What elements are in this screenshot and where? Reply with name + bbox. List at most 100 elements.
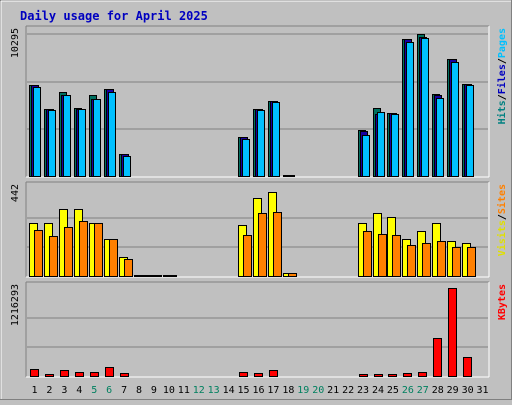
x-tick-label-day-26: 26 <box>402 385 414 396</box>
bar-kbytes-kbytes-day-27 <box>418 372 427 377</box>
bar-kbytes-kbytes-day-1 <box>30 369 39 377</box>
x-tick-label-day-20: 20 <box>312 385 324 396</box>
x-tick-label-day-7: 7 <box>121 385 127 396</box>
bar-hits-pages-day-18 <box>287 175 295 177</box>
bar-kbytes-kbytes-day-17 <box>269 370 278 377</box>
x-tick-label-day-12: 12 <box>193 385 205 396</box>
chart-panels: 10295Hits/Files/Pages442Visits/Sites1216… <box>10 25 508 378</box>
bar-kbytes-kbytes-day-29 <box>448 288 457 377</box>
x-tick-label-day-31: 31 <box>477 385 489 396</box>
bar-visits-sites-day-17 <box>273 212 282 277</box>
bar-hits-pages-day-30 <box>466 85 474 177</box>
bar-visits-sites-day-2 <box>49 236 58 277</box>
bar-hits-pages-day-3 <box>63 95 71 177</box>
bar-visits-sites-day-1 <box>34 230 43 277</box>
bar-visits-sites-day-9 <box>153 275 162 277</box>
x-tick-label-day-27: 27 <box>417 385 429 396</box>
bar-hits-pages-day-23 <box>362 135 370 177</box>
bar-kbytes-kbytes-day-3 <box>60 370 69 377</box>
x-tick-label-day-11: 11 <box>178 385 190 396</box>
bar-visits-sites-day-30 <box>467 247 476 277</box>
x-tick-label-day-3: 3 <box>61 385 67 396</box>
legend-entry: Pages <box>497 28 508 58</box>
bar-hits-pages-day-24 <box>377 112 385 177</box>
chart-title: Daily usage for April 2025 <box>20 9 208 23</box>
bar-visits-sites-day-15 <box>243 235 252 277</box>
x-tick-label-day-8: 8 <box>136 385 142 396</box>
panel-kbytes-ymax-label: 1216293 <box>10 284 21 326</box>
x-tick-label-day-19: 19 <box>297 385 309 396</box>
bar-visits-sites-day-16 <box>258 213 267 277</box>
x-tick-label-day-14: 14 <box>223 385 235 396</box>
bar-visits-sites-day-5 <box>94 223 103 277</box>
x-tick-label-day-21: 21 <box>327 385 339 396</box>
panel-hits-legend: Hits/Files/Pages <box>496 28 508 124</box>
x-tick-label-day-17: 17 <box>267 385 279 396</box>
legend-entry: / <box>497 214 508 220</box>
bar-visits-sites-day-7 <box>124 259 133 277</box>
x-tick-label-day-13: 13 <box>208 385 220 396</box>
bar-hits-pages-day-29 <box>451 62 459 177</box>
x-tick-label-day-24: 24 <box>372 385 384 396</box>
bar-hits-pages-day-2 <box>48 110 56 177</box>
bar-visits-sites-day-29 <box>452 247 461 277</box>
x-tick-label-day-28: 28 <box>432 385 444 396</box>
x-tick-label-day-25: 25 <box>387 385 399 396</box>
x-tick-label-day-1: 1 <box>31 385 37 396</box>
bar-kbytes-kbytes-day-28 <box>433 338 442 377</box>
bar-kbytes-kbytes-day-2 <box>45 374 54 377</box>
bar-visits-sites-day-4 <box>79 221 88 277</box>
legend-entry: / <box>497 58 508 64</box>
legend-entry: Sites <box>496 184 508 214</box>
bar-hits-pages-day-6 <box>108 92 116 177</box>
x-tick-label-day-15: 15 <box>238 385 250 396</box>
bar-kbytes-kbytes-day-6 <box>105 367 114 377</box>
bar-kbytes-kbytes-day-4 <box>75 372 84 377</box>
panel-hits-ymax-label: 10295 <box>10 28 21 58</box>
x-tick-label-day-2: 2 <box>46 385 52 396</box>
bar-kbytes-kbytes-day-5 <box>90 372 99 377</box>
bar-hits-pages-day-15 <box>242 139 250 177</box>
bar-kbytes-kbytes-day-25 <box>388 374 397 377</box>
bar-visits-sites-day-6 <box>109 239 118 277</box>
bar-visits-sites-day-23 <box>363 231 372 277</box>
panel-visits: 442 Visits/Sites <box>10 181 508 278</box>
bar-visits-sites-day-8 <box>139 275 148 277</box>
panel-kbytes: 1216293 KBytes <box>10 281 508 378</box>
x-tick-label-day-5: 5 <box>91 385 97 396</box>
bar-hits-pages-day-1 <box>33 87 41 177</box>
bar-kbytes-kbytes-day-30 <box>463 357 472 377</box>
bar-kbytes-kbytes-day-26 <box>403 373 412 377</box>
bar-kbytes-kbytes-day-24 <box>374 374 383 377</box>
x-tick-label-day-23: 23 <box>357 385 369 396</box>
bar-kbytes-kbytes-day-16 <box>254 373 263 377</box>
panel-visits-legend: Visits/Sites <box>496 184 508 256</box>
x-tick-label-day-10: 10 <box>163 385 175 396</box>
bar-hits-pages-day-4 <box>78 109 86 177</box>
legend-entry: / <box>497 94 508 100</box>
bar-visits-sites-day-3 <box>64 227 73 277</box>
x-tick-label-day-30: 30 <box>462 385 474 396</box>
x-tick-label-day-4: 4 <box>76 385 82 396</box>
bar-kbytes-kbytes-day-7 <box>120 373 129 377</box>
bar-visits-sites-day-25 <box>392 235 401 277</box>
bar-kbytes-kbytes-day-23 <box>359 374 368 377</box>
panel-kbytes-background <box>26 282 489 377</box>
bar-hits-pages-day-26 <box>406 42 414 177</box>
x-tick-label-day-29: 29 <box>447 385 459 396</box>
bar-visits-sites-day-27 <box>422 243 431 277</box>
bar-visits-sites-day-24 <box>378 234 387 277</box>
legend-entry: Files <box>496 64 508 94</box>
bar-hits-pages-day-5 <box>93 99 101 177</box>
bar-visits-sites-day-26 <box>407 245 416 277</box>
bar-kbytes-kbytes-day-15 <box>239 372 248 377</box>
x-tick-label-day-22: 22 <box>342 385 354 396</box>
x-tick-label-day-9: 9 <box>151 385 157 396</box>
x-tick-label-day-6: 6 <box>106 385 112 396</box>
bar-visits-sites-day-10 <box>168 275 177 277</box>
bar-visits-sites-day-18 <box>288 273 297 277</box>
panel-kbytes-legend: KBytes <box>497 284 508 320</box>
bar-hits-pages-day-28 <box>436 98 444 177</box>
